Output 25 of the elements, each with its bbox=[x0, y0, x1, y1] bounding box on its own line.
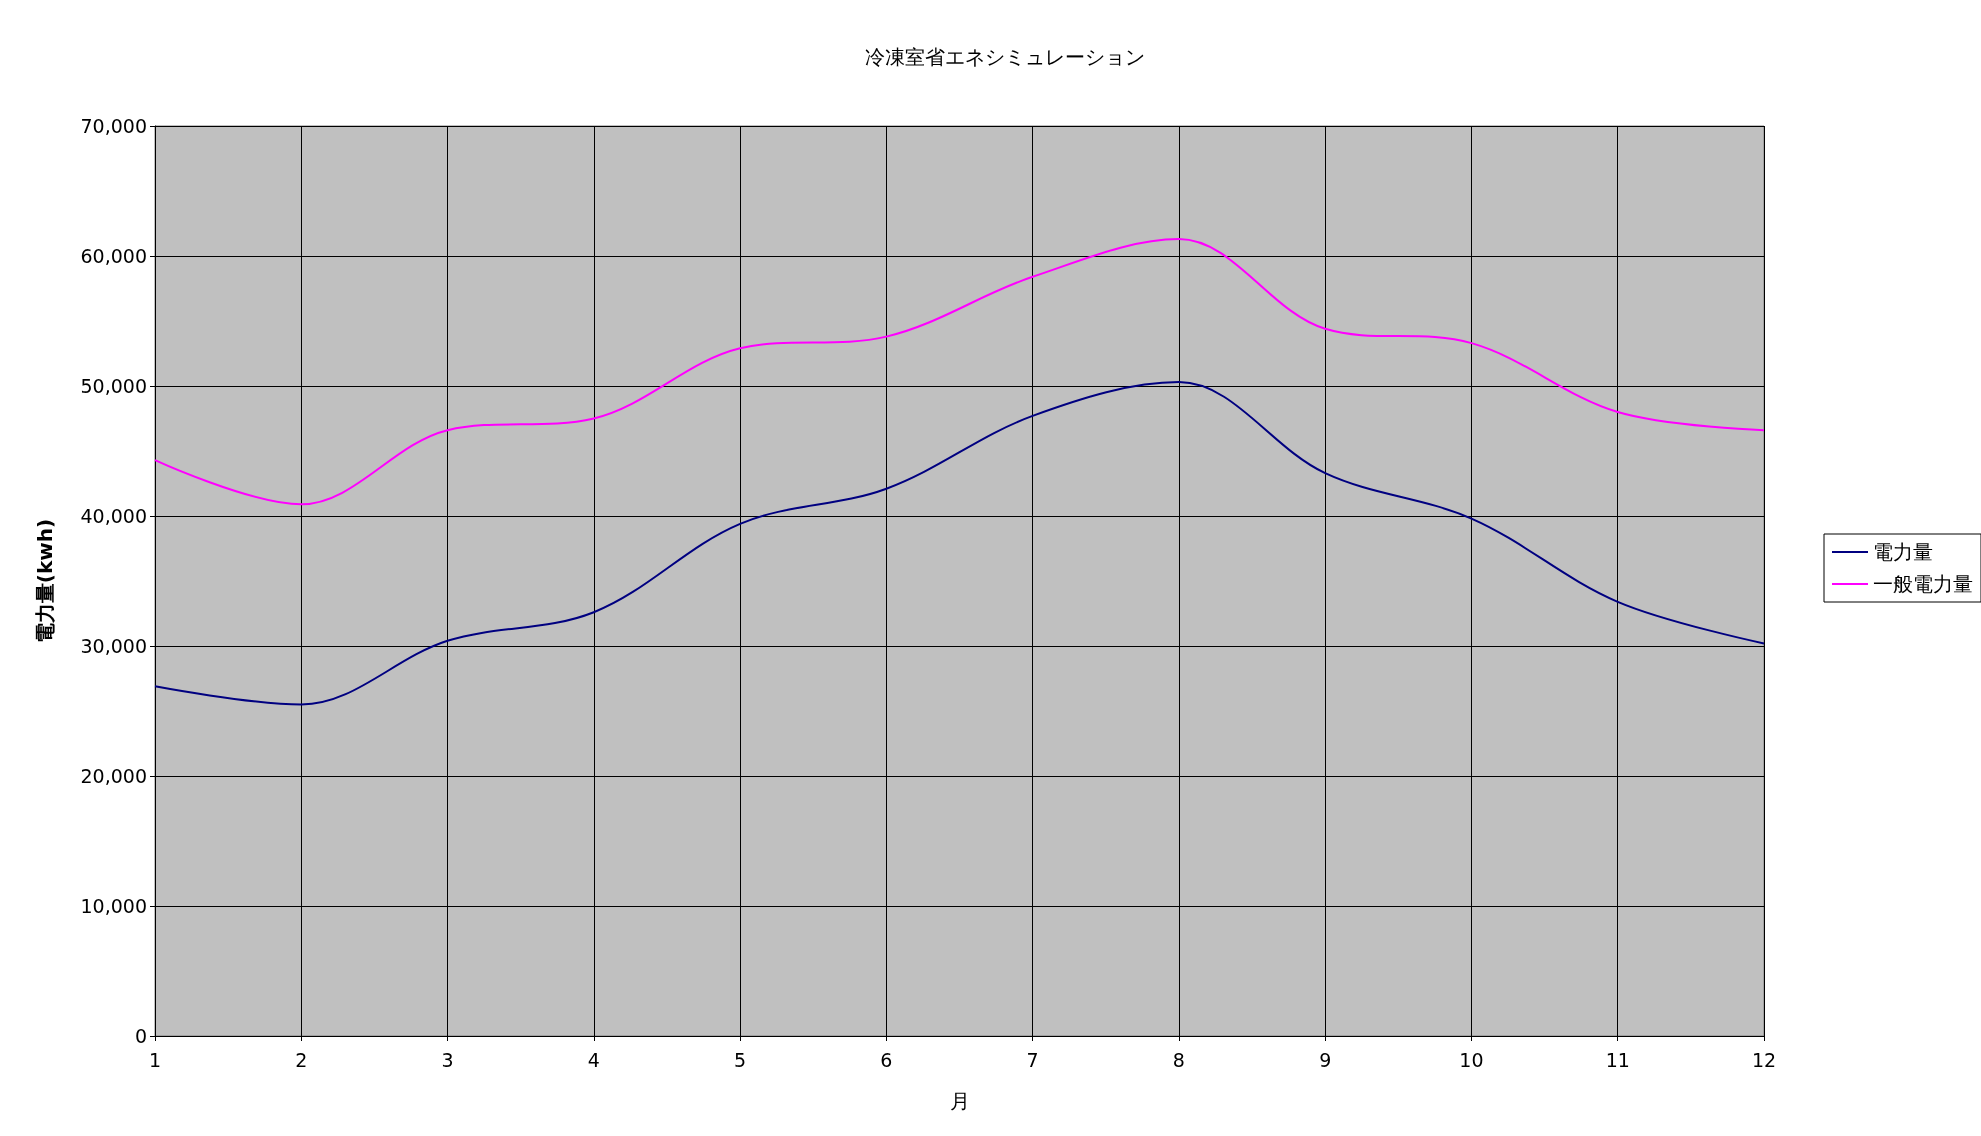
x-tick-label: 10 bbox=[1459, 1048, 1484, 1071]
legend-label: 一般電力量 bbox=[1873, 572, 1973, 596]
chart-title: 冷凍室省エネシミュレーション bbox=[865, 45, 1145, 69]
y-tick-label: 10,000 bbox=[80, 895, 147, 917]
x-tick-label: 9 bbox=[1319, 1048, 1332, 1071]
y-tick-label: 40,000 bbox=[80, 505, 147, 527]
x-tick-label: 6 bbox=[880, 1048, 893, 1071]
x-axis-title: 月 bbox=[949, 1089, 970, 1113]
y-axis-title: 電力量(kwh) bbox=[33, 518, 57, 644]
x-tick-label: 3 bbox=[441, 1048, 454, 1071]
x-tick-label: 2 bbox=[295, 1048, 308, 1071]
y-tick-label: 20,000 bbox=[80, 765, 147, 787]
x-tick-label: 5 bbox=[734, 1048, 747, 1071]
x-tick-label: 11 bbox=[1605, 1048, 1630, 1071]
legend-label: 電力量 bbox=[1873, 540, 1933, 564]
y-tick-label: 30,000 bbox=[80, 635, 147, 657]
y-tick-label: 70,000 bbox=[80, 115, 147, 137]
x-tick-label: 7 bbox=[1026, 1048, 1039, 1071]
x-tick-label: 8 bbox=[1172, 1048, 1185, 1071]
x-tick-label: 12 bbox=[1751, 1048, 1777, 1071]
x-tick-label: 4 bbox=[587, 1048, 600, 1071]
y-tick-label: 60,000 bbox=[80, 245, 147, 267]
y-tick-label: 0 bbox=[134, 1025, 147, 1047]
x-tick-label: 1 bbox=[148, 1048, 162, 1071]
y-tick-label: 50,000 bbox=[80, 375, 147, 397]
